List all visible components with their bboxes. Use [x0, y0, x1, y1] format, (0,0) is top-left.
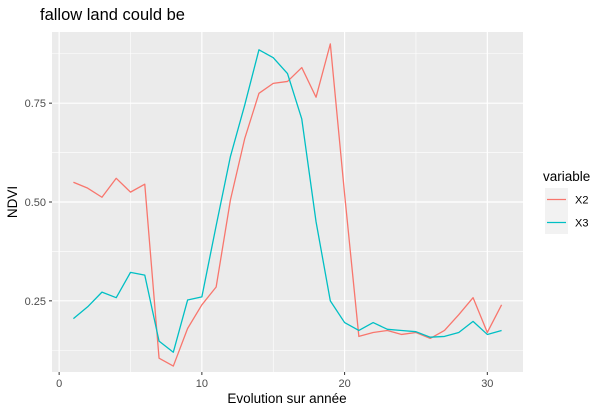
series-line-x2 — [73, 43, 503, 367]
legend: variable X2 X3 — [543, 169, 590, 234]
y-tick-label: 0.25 — [25, 296, 46, 308]
x-tick-label: 10 — [196, 378, 208, 390]
y-axis-title: NDVI — [5, 186, 20, 218]
x-axis: 0 10 20 30 — [56, 372, 493, 390]
x-tick-label: 30 — [481, 378, 493, 390]
y-tick-label: 0.75 — [25, 98, 46, 110]
legend-label-x2: X2 — [575, 195, 588, 207]
major-gridlines — [52, 32, 523, 372]
chart-title: fallow land could be — [40, 6, 185, 24]
x-axis-title: Evolution sur année — [227, 391, 346, 406]
x-tick-label: 20 — [338, 378, 350, 390]
x-tick-label: 0 — [56, 378, 62, 390]
legend-label-x3: X3 — [575, 218, 588, 230]
series-line-x3 — [72, 49, 502, 353]
legend-title: variable — [543, 169, 590, 184]
y-tick-label: 0.50 — [25, 197, 46, 209]
y-axis: 0.25 0.50 0.75 — [25, 98, 52, 308]
series-lines — [72, 43, 503, 367]
